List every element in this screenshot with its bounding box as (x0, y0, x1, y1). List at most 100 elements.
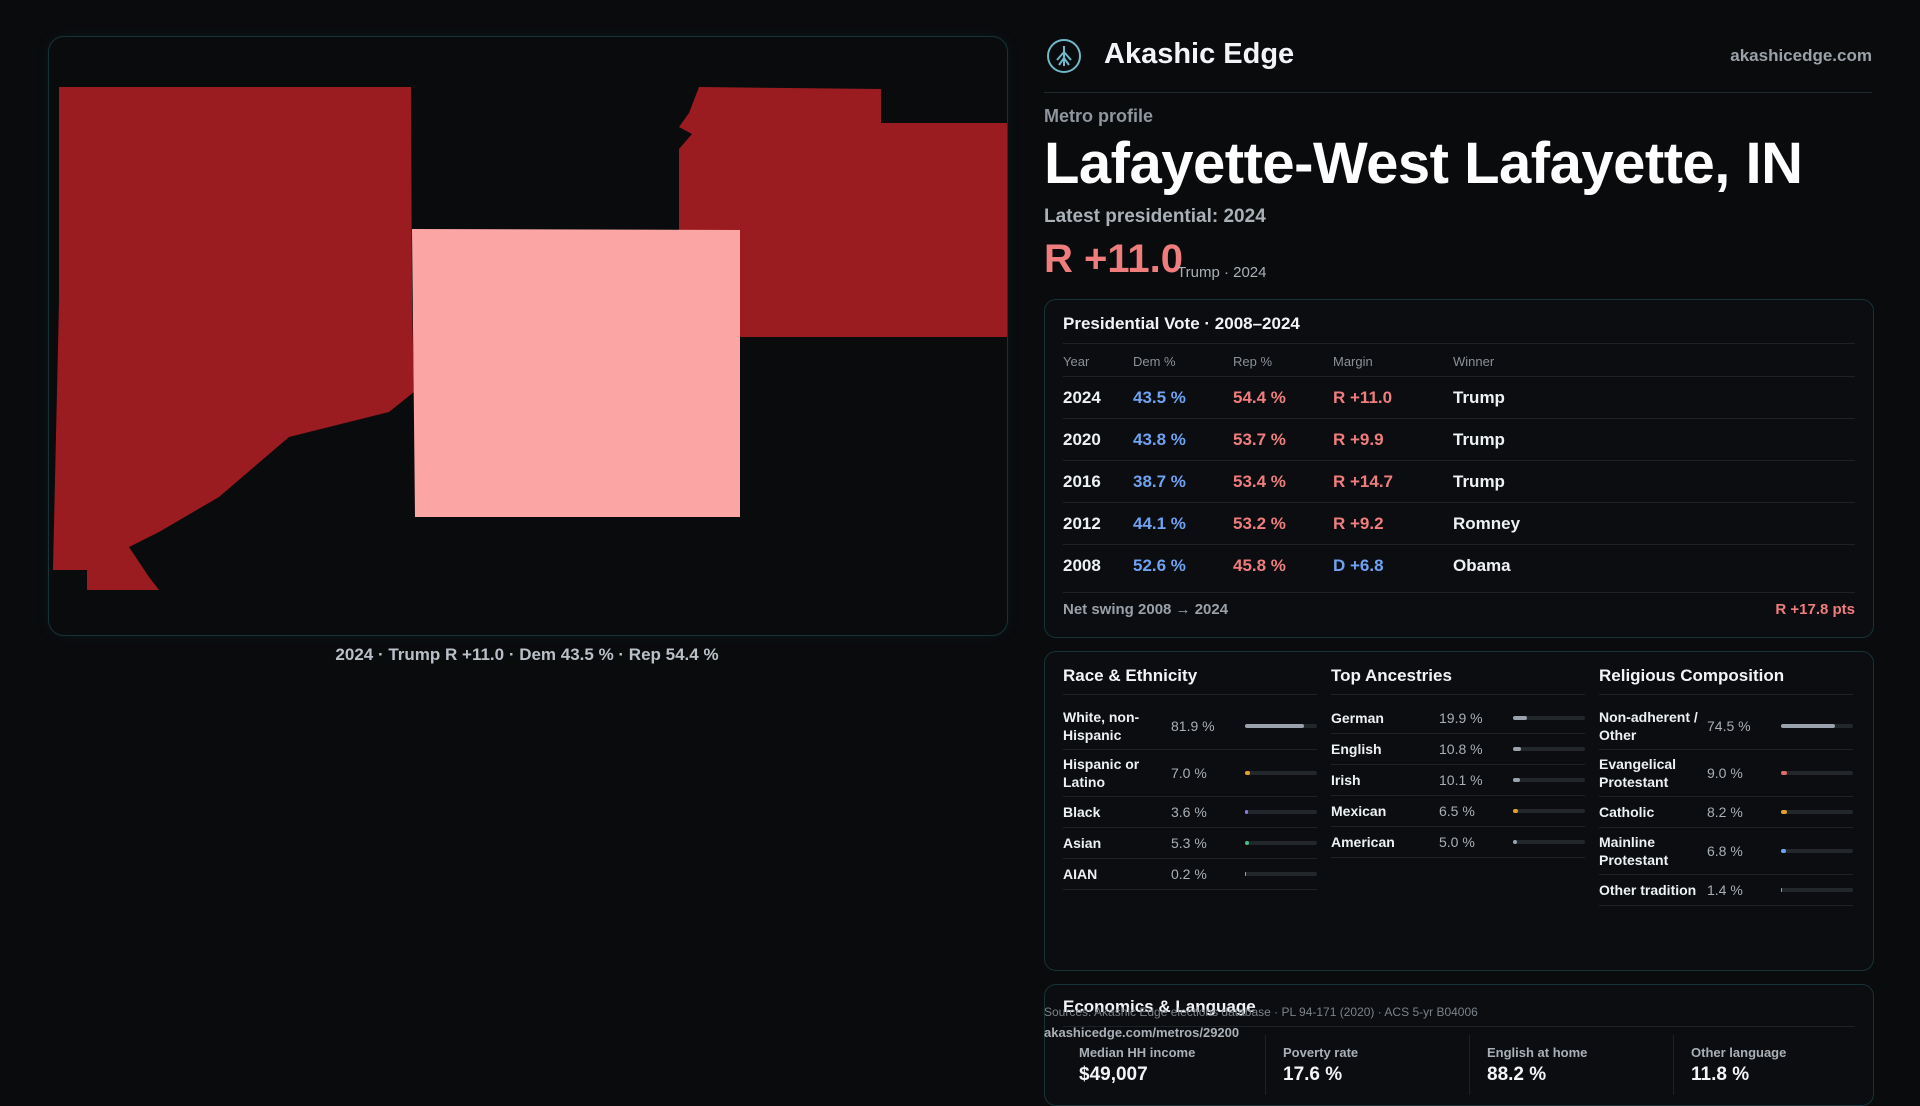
stat-label: English at home (1487, 1045, 1588, 1060)
race-item-label: Black (1063, 804, 1101, 820)
rep-cell: 53.2 % (1233, 513, 1286, 533)
site-link[interactable]: akashicedge.com (1730, 46, 1872, 65)
rep-cell: 53.7 % (1233, 429, 1286, 449)
latest-winner-year: Trump · 2024 (1177, 264, 1267, 281)
race-item-bar (1245, 771, 1317, 775)
race-item-percent: 81.9 % (1171, 718, 1215, 734)
religion-item-percent: 9.0 % (1707, 765, 1743, 781)
religion-item-bar-fill (1781, 888, 1782, 892)
race-item-bar-fill (1245, 841, 1249, 845)
margin-cell: D +6.8 (1333, 555, 1384, 575)
religion-item-bar (1781, 849, 1853, 853)
stat-value: 11.8 % (1691, 1064, 1750, 1085)
table-row[interactable]: 2008 52.6 % 45.8 % D +6.8 Obama (1063, 544, 1855, 586)
eyebrow-label: Metro profile (1044, 106, 1154, 126)
race-item-label: Asian (1063, 835, 1102, 851)
col-header-year: Year (1063, 353, 1090, 369)
race-item: AIAN 0.2 % (1063, 859, 1317, 890)
religion-item-percent: 1.4 % (1707, 882, 1743, 898)
ancestry-item: Irish 10.1 % (1331, 765, 1585, 796)
religion-item: Catholic 8.2 % (1599, 797, 1853, 828)
religion-item: Non-adherent / Other 74.5 % (1599, 703, 1853, 750)
religion-item-percent: 8.2 % (1707, 804, 1743, 820)
ancestry-list: German 19.9 % English 10.8 % Irish 10.1 % Mexi… (1331, 703, 1585, 858)
ancestry-item-bar (1513, 716, 1585, 720)
presidential-vote-card: Presidential Vote · 2008–2024 Year Dem %… (1044, 299, 1874, 638)
dem-cell: 52.6 % (1133, 555, 1186, 575)
source-url-link[interactable]: akashicedge.com/metros/29200 (1044, 1025, 1240, 1040)
dem-cell: 38.7 % (1133, 471, 1186, 491)
race-item: White, non-Hispanic 81.9 % (1063, 703, 1317, 750)
stat-label: Other language (1691, 1045, 1787, 1060)
margin-cell: R +14.7 (1333, 471, 1394, 491)
stat-label: Median HH income (1079, 1045, 1196, 1060)
ancestry-item-percent: 10.8 % (1439, 741, 1483, 757)
religion-item-bar-fill (1781, 724, 1835, 728)
race-item-label: White, non-Hispanic (1063, 709, 1140, 743)
religion-item-bar (1781, 724, 1853, 728)
race-ethnicity-section: Race & Ethnicity White, non-Hispanic 81.9… (1063, 666, 1317, 890)
county-shape-west[interactable] (53, 302, 414, 590)
ancestry-item-bar (1513, 840, 1585, 844)
religion-item-bar (1781, 810, 1853, 814)
religion-item-label: Other tradition (1599, 882, 1697, 898)
ancestry-item-label: German (1331, 710, 1384, 726)
brand-name[interactable]: Akashic Edge (1104, 38, 1295, 70)
divider (1673, 1035, 1674, 1095)
latest-margin: R +11.0 (1044, 237, 1184, 281)
stat-value: 17.6 % (1283, 1064, 1343, 1085)
year-cell: 2024 (1063, 387, 1101, 407)
table-row[interactable]: 2020 43.8 % 53.7 % R +9.9 Trump (1063, 418, 1855, 460)
county-map[interactable] (49, 37, 1007, 635)
table-row[interactable]: 2012 44.1 % 53.2 % R +9.2 Romney (1063, 502, 1855, 544)
table-row[interactable]: 2016 38.7 % 53.4 % R +14.7 Trump (1063, 460, 1855, 502)
race-item-label: AIAN (1063, 866, 1098, 882)
religion-item-label: Non-adherent / Other (1599, 709, 1698, 743)
race-item-percent: 3.6 % (1171, 804, 1207, 820)
winner-cell: Trump (1453, 471, 1505, 491)
religion-item: Evangelical Protestant 9.0 % (1599, 750, 1853, 797)
ancestry-section-title: Top Ancestries (1331, 666, 1585, 695)
year-cell: 2008 (1063, 555, 1101, 575)
col-header-margin: Margin (1333, 353, 1373, 369)
religion-list: Non-adherent / Other 74.5 % Evangelical Pr… (1599, 703, 1853, 906)
ancestry-item-label: American (1331, 834, 1395, 850)
county-map-panel[interactable] (48, 36, 1008, 636)
col-header-dem: Dem % (1133, 353, 1176, 369)
religion-item-label: Catholic (1599, 804, 1655, 820)
county-shape-northwest[interactable] (59, 87, 412, 302)
county-shape-tippecanoe[interactable] (412, 229, 740, 517)
year-cell: 2020 (1063, 429, 1101, 449)
ancestry-item: American 5.0 % (1331, 827, 1585, 858)
race-item-percent: 0.2 % (1171, 866, 1207, 882)
vote-card-title: Presidential Vote · 2008–2024 (1063, 314, 1300, 333)
ancestry-item-bar-fill (1513, 809, 1518, 813)
religion-item: Other tradition 1.4 % (1599, 875, 1853, 906)
margin-cell: R +9.2 (1333, 513, 1384, 533)
religion-item-percent: 74.5 % (1707, 718, 1751, 734)
ancestry-item-percent: 6.5 % (1439, 803, 1475, 819)
stat-value: $49,007 (1079, 1064, 1148, 1085)
religion-section: Religious Composition Non-adherent / Oth… (1599, 666, 1853, 906)
page-title: Lafayette-West Lafayette, IN (1044, 131, 1803, 196)
winner-cell: Trump (1453, 429, 1505, 449)
race-item-bar-fill (1245, 810, 1248, 814)
race-section-title: Race & Ethnicity (1063, 666, 1317, 695)
race-item-bar (1245, 872, 1317, 876)
ancestry-item-percent: 5.0 % (1439, 834, 1475, 850)
sources-note: Sources: Akashic Edge elections database… (1044, 1005, 1478, 1019)
table-row[interactable]: 2024 43.5 % 54.4 % R +11.0 Trump (1063, 376, 1855, 418)
ancestry-item-bar-fill (1513, 840, 1517, 844)
site-header: Akashic Edge akashicedge.com (1044, 34, 1872, 93)
dem-cell: 43.8 % (1133, 429, 1186, 449)
ancestry-item-bar-fill (1513, 747, 1521, 751)
religion-item: Mainline Protestant 6.8 % (1599, 828, 1853, 875)
race-item-percent: 7.0 % (1171, 765, 1207, 781)
year-cell: 2016 (1063, 471, 1101, 491)
race-item-label: Hispanic or Latino (1063, 756, 1140, 790)
rep-cell: 45.8 % (1233, 555, 1286, 575)
dem-cell: 44.1 % (1133, 513, 1186, 533)
ancestry-item-label: Mexican (1331, 803, 1387, 819)
county-shape-northeast[interactable] (679, 87, 1007, 337)
econ-section-title: Economics & Language (1063, 997, 1256, 1016)
